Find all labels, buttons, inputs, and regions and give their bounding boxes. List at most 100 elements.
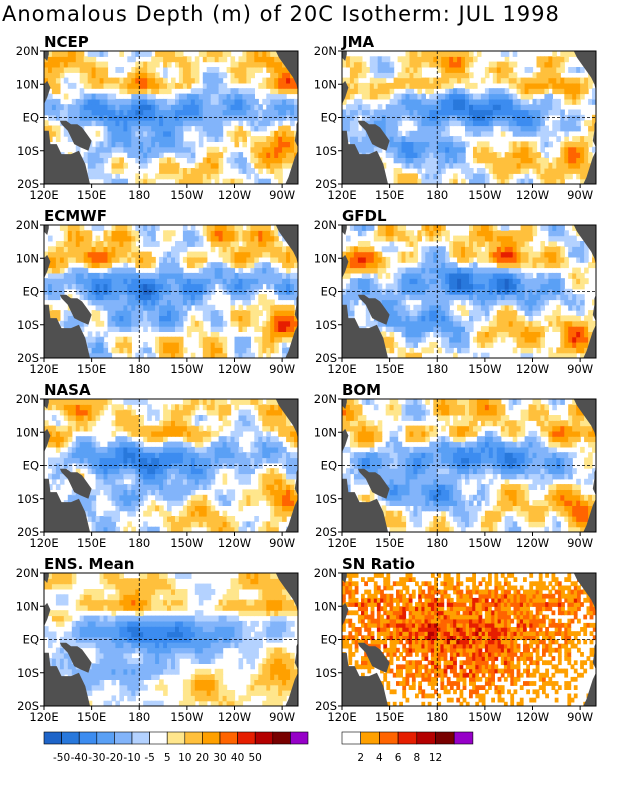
colorbar-swatch (114, 731, 133, 745)
colorbar-label: 12 (429, 752, 442, 764)
colorbar-swatch (416, 731, 436, 745)
colorbar-anomaly: -50 -40 -30 -20 -10 -5 5 10 20 30 40 50 (43, 731, 314, 776)
x-tick-label: 150E (77, 710, 106, 724)
colorbar-swatch (272, 731, 291, 745)
panel-title: NASA (44, 381, 91, 399)
colorbar-swatch (237, 731, 256, 745)
x-tick-label: 150W (170, 536, 203, 550)
x-tick-label: 120W (218, 188, 251, 202)
land-mass (573, 399, 596, 439)
y-tick-label: 20S (315, 699, 337, 713)
y-tick-label: 10S (17, 666, 39, 680)
x-tick-label: 150W (468, 188, 501, 202)
colorbar-swatch (96, 731, 115, 745)
land-mass (342, 51, 347, 61)
colorbar-swatch (453, 731, 474, 745)
panel-jma: 20N 10N EQ 10S 20S 120E 150E 180 150W 120W 90W JMA (298, 34, 597, 202)
colorbar-anomaly-svg: -50 -40 -30 -20 -10 -5 5 10 20 30 40 50 (43, 731, 309, 764)
colorbar-swatch (43, 731, 62, 745)
x-tick-label: 150E (375, 362, 404, 376)
x-tick-label: 120E (29, 710, 58, 724)
x-tick-label: 150W (170, 710, 203, 724)
x-tick-label: 90W (567, 362, 593, 376)
x-tick-label: 90W (269, 188, 295, 202)
colorbar-label: 2 (357, 752, 364, 764)
y-tick-label: 20S (17, 525, 39, 539)
x-tick-label: 180 (128, 188, 150, 202)
panel-title: GFDL (342, 207, 387, 225)
colorbar-swatch (397, 731, 418, 745)
land-mass (342, 254, 349, 279)
x-tick-label: 150E (77, 188, 106, 202)
land-mass (357, 120, 390, 151)
land-mass (573, 51, 596, 91)
y-tick-label: 10N (16, 425, 39, 439)
y-tick-label: 20N (314, 44, 337, 58)
x-tick-label: 120E (327, 536, 356, 550)
land-mass (592, 120, 596, 148)
y-tick-label: EQ (321, 111, 337, 125)
y-tick-label: EQ (321, 285, 337, 299)
y-tick-label: 20S (315, 351, 337, 365)
x-tick-label: 120W (516, 536, 549, 550)
y-tick-label: 10N (314, 251, 337, 265)
land-mass (59, 642, 92, 673)
land-mass (342, 304, 388, 358)
colorbar-swatch (219, 731, 238, 745)
land-mass (342, 225, 347, 235)
colorbar-label: 40 (231, 752, 244, 764)
land-mass (294, 468, 298, 496)
land-mass (44, 225, 49, 235)
land-mass (357, 294, 390, 325)
y-tick-label: 20N (314, 218, 337, 232)
land-mass (44, 652, 90, 706)
x-tick-label: 150W (468, 536, 501, 550)
land-mass (275, 573, 298, 613)
colorbar-swatch (202, 731, 221, 745)
land-mass (44, 130, 90, 184)
y-tick-label: 10S (315, 318, 337, 332)
colorbar-sn-svg: 2 4 6 8 12 (341, 731, 474, 764)
colorbar-swatch (254, 731, 274, 745)
x-tick-label: 180 (426, 536, 448, 550)
land-mass (275, 225, 298, 265)
x-tick-label: 120E (327, 710, 356, 724)
land-mass (342, 399, 347, 409)
x-tick-label: 120W (516, 188, 549, 202)
x-tick-label: 90W (567, 188, 593, 202)
y-tick-label: 20S (17, 699, 39, 713)
y-tick-label: EQ (321, 633, 337, 647)
colorbar-label: 50 (249, 752, 262, 764)
x-tick-label: 180 (128, 536, 150, 550)
panel-title: BOM (342, 381, 382, 399)
land-mass (44, 304, 90, 358)
land-mass (342, 652, 388, 706)
x-tick-label: 90W (269, 536, 295, 550)
land-mass (573, 225, 596, 265)
land-mass (357, 642, 390, 673)
land-mass (285, 672, 298, 706)
colorbar-swatch (435, 731, 455, 745)
colorbar-label: 20 (196, 752, 209, 764)
x-tick-label: 150W (170, 188, 203, 202)
colorbar-swatch (131, 731, 150, 745)
colorbar-label: -10 (123, 752, 140, 764)
y-tick-label: EQ (23, 285, 39, 299)
x-tick-label: 150E (375, 710, 404, 724)
land-mass (342, 573, 347, 583)
x-tick-label: 120W (516, 362, 549, 376)
colorbar-swatch (166, 731, 186, 745)
land-mass (275, 51, 298, 91)
land-mass (592, 468, 596, 496)
land-mass (275, 399, 298, 439)
panel-ecmwf: 20N 10N EQ 10S 20S 120E 150E 180 150W 120W 90W ECM… (0, 208, 299, 376)
y-tick-label: 20S (315, 177, 337, 191)
colorbar-label: 5 (164, 752, 171, 764)
colorbar-label: 30 (213, 752, 226, 764)
panel-sn: 20N 10N EQ 10S 20S 120E 150E 180 150W 120W 90W SN … (298, 556, 597, 724)
